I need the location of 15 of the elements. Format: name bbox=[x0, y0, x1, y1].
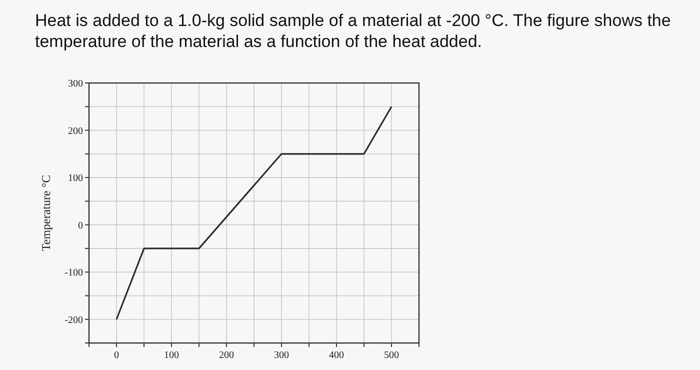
y-tick-label: 100 bbox=[68, 173, 83, 184]
y-axis-title: Temperature °C bbox=[39, 174, 53, 252]
x-tick-label: 0 bbox=[114, 350, 119, 361]
y-tick-label: 0 bbox=[78, 220, 83, 232]
x-tick-label: 200 bbox=[219, 350, 234, 361]
y-tick-label: -200 bbox=[64, 314, 83, 326]
line-series bbox=[116, 106, 392, 320]
y-tick-label: 200 bbox=[68, 126, 83, 137]
y-tick-label: -100 bbox=[64, 268, 83, 279]
x-tick-label: 500 bbox=[384, 350, 399, 361]
y-tick-label: 300 bbox=[68, 78, 83, 90]
x-tick-label: 400 bbox=[329, 350, 344, 361]
x-tick-label: 300 bbox=[274, 350, 289, 361]
chart-title: Heat is added to a 1.0-kg solid sample of a material at -200 °C. The figure shows the temperature of the material as a function of the heat added. bbox=[35, 11, 671, 51]
x-tick-label: 100 bbox=[164, 350, 179, 361]
